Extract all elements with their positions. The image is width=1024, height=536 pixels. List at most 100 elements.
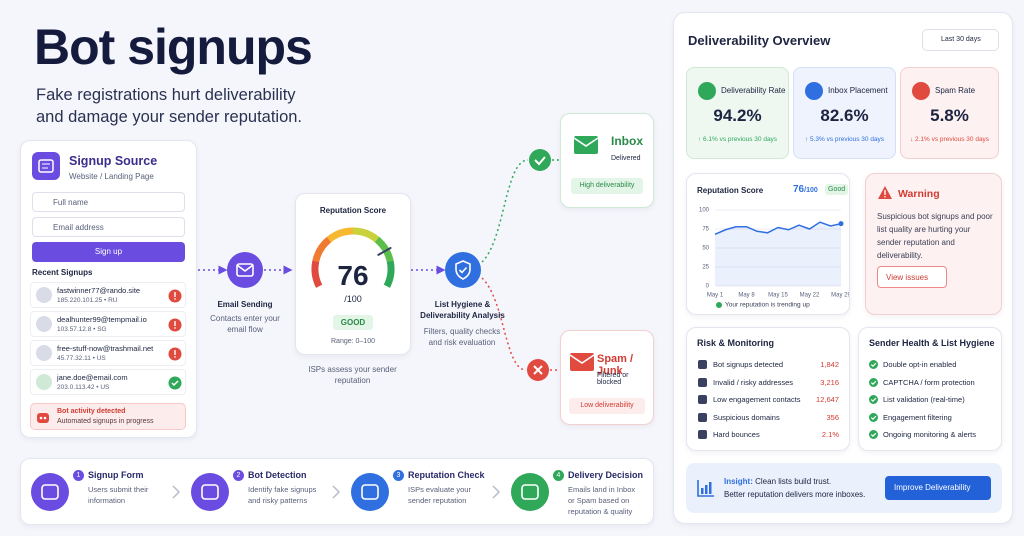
warning-title: Warning (898, 188, 940, 200)
insight-line: Insight: Clean lists build trust. (724, 477, 831, 486)
avatar (36, 345, 52, 361)
check (870, 415, 877, 420)
avatar-circle (36, 374, 52, 390)
line (714, 221, 842, 236)
check-icon (869, 360, 878, 369)
area (715, 222, 841, 286)
score-max: /100 (344, 294, 362, 304)
chart-score: 76/100 (793, 184, 818, 195)
step-circle (511, 473, 549, 511)
kpi-icon (698, 82, 716, 100)
y-tick-label: 50 (702, 246, 709, 252)
risk-label: Suspicious domains (713, 412, 780, 422)
step-glyph (41, 484, 59, 500)
card-title: Signup Source (69, 154, 158, 168)
kpi-value: 5.8% (930, 106, 969, 125)
input-field[interactable]: Email address (32, 217, 185, 237)
chevron-path (172, 485, 181, 499)
check-icon (869, 395, 878, 404)
risk-value: 3,216 (820, 377, 839, 387)
view-issues-button[interactable]: View issues (877, 266, 947, 288)
card-title: Spam / Junk (597, 353, 634, 377)
bang (174, 292, 176, 297)
hero-subtitle: Fake registrations hurt deliverability a… (36, 86, 303, 126)
chevron (332, 485, 341, 499)
status-icon (168, 376, 182, 390)
check (870, 397, 877, 403)
kpi-card: Inbox Placement 82.6% ↑ 5.3% vs previous 3… (793, 67, 896, 159)
signup-meta: 203.0.113.42 • US (57, 384, 110, 391)
gauge-arc (352, 227, 380, 243)
check-icon (869, 430, 878, 439)
chart-note: Your reputation is trending up (725, 302, 810, 309)
bot-alert: Bot activity detected Automated signups … (30, 403, 186, 430)
y-tick-label: 25 (702, 265, 709, 271)
caption: ISPs assess your sender reputation (308, 365, 397, 385)
kpi-icon-circle (805, 82, 823, 100)
input-field[interactable]: Full name (32, 192, 185, 212)
avatar (36, 374, 52, 390)
card-title: Sender Health & List Hygiene (869, 338, 995, 348)
step-glyph (361, 484, 379, 500)
gauge-arc (312, 236, 332, 262)
signup-email: jane.doe@email.com (57, 373, 128, 382)
badge: High deliverability (571, 178, 643, 194)
badge: Low deliverability (569, 398, 645, 414)
row-icon (698, 412, 707, 422)
line-chart: 0 25 50 75 100 May 1 May 8 May 15 May 22 May 29 Yo… (699, 208, 849, 309)
x-tick-label: May 1 (707, 293, 724, 299)
y-tick-label: 75 (702, 227, 709, 233)
signup-email: fastwinner77@rando.site (57, 286, 141, 295)
health-item: List validation (real-time) (883, 395, 965, 404)
point (838, 221, 844, 227)
avatar-circle (36, 316, 52, 332)
gauge-needle (377, 247, 392, 256)
step-glyph (521, 484, 539, 500)
step-circle (351, 473, 389, 511)
kpi-value: 94.2% (713, 106, 762, 125)
step-number: 3 (393, 470, 404, 481)
kpi-card: Deliverability Rate 94.2% ↑ 6.1% vs previo… (686, 67, 789, 159)
step-icon (31, 473, 69, 511)
bang (174, 350, 176, 355)
step-number: 2 (233, 470, 244, 481)
kpi-label: Deliverability Rate (721, 86, 786, 95)
card-subtitle: Filtered or blocked (597, 372, 629, 386)
score-badge: GOOD (333, 315, 373, 330)
insight-text: Better reputation delivers more inboxes. (724, 490, 866, 499)
step-circle (31, 473, 69, 511)
step-title: Signup Form (88, 470, 144, 480)
improve-button[interactable]: Improve Deliverability (885, 476, 991, 500)
period-dropdown[interactable]: Last 30 days (922, 29, 999, 51)
step-title: Email Sending (217, 300, 273, 309)
check-circle (869, 395, 878, 404)
steps-bar: 1 Signup Form Users submit their informati… (20, 458, 654, 525)
row-icon-shape (698, 430, 707, 439)
gauge (311, 227, 395, 288)
kpi-icon (805, 82, 823, 100)
x-tick-label: May 15 (768, 293, 788, 299)
signup-meta: 185.220.101.25 • RU (57, 297, 118, 304)
bang (174, 327, 176, 329)
inbox-card: Inbox Delivered High deliverability (560, 113, 654, 208)
step-text: Contacts enter your email flow (210, 314, 280, 334)
risk-card: Risk & Monitoring Bot signups detected 1,… (686, 327, 850, 451)
signup-button[interactable]: Sign up (32, 242, 185, 262)
check-circle (869, 377, 878, 387)
email-icon (227, 252, 263, 288)
x-tick-label: May 22 (800, 293, 820, 299)
health-item: Ongoing monitoring & alerts (883, 430, 976, 439)
chart-card: Reputation Score 76/100 Good 0 25 50 75 100 M… (686, 173, 850, 315)
check (171, 380, 179, 387)
kpi-value: 82.6% (820, 106, 869, 125)
y-tick-label: 0 (706, 284, 710, 290)
risk-value: 356 (826, 412, 839, 422)
chart-score-max: /100 (804, 187, 818, 194)
signup-row: free-stuff-now@trashmail.net 45.77.32.11 … (30, 340, 186, 366)
chevron (172, 485, 181, 499)
avatar (36, 287, 52, 303)
chevron (492, 485, 501, 499)
chevron-path (492, 485, 501, 499)
row-icon (698, 377, 707, 387)
